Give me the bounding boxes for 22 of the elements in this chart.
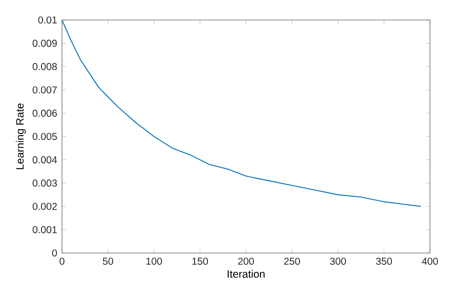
x-tick-label: 400	[422, 258, 438, 265]
y-axis-title: Learning Rate	[16, 103, 26, 170]
x-tick-label: 200	[238, 258, 254, 265]
x-tick-label: 300	[330, 258, 346, 265]
y-tick-label: 0.004	[32, 156, 58, 164]
x-tick-label: 100	[146, 258, 162, 265]
y-tick-label: 0.003	[32, 180, 57, 187]
x-tick-label: 350	[376, 258, 392, 265]
y-tick-label: 0.01	[38, 16, 57, 24]
y-tick-label: 0.009	[32, 40, 57, 47]
x-axis-title: Iteration	[228, 270, 265, 278]
y-tick-label: 0.001	[32, 226, 57, 234]
x-tick-label: 150	[192, 258, 208, 265]
y-tick-label: 0.007	[32, 86, 57, 94]
x-tick-label: 0	[60, 258, 64, 265]
y-tick-label: 0	[52, 249, 57, 257]
x-tick-label: 50	[102, 258, 114, 265]
y-tick-label: 0.005	[32, 132, 57, 140]
y-tick-label: 0.008	[32, 63, 57, 70]
x-tick-label: 250	[284, 258, 300, 265]
y-tick-label: 0.002	[32, 202, 57, 210]
y-tick-label: 0.006	[32, 110, 57, 117]
